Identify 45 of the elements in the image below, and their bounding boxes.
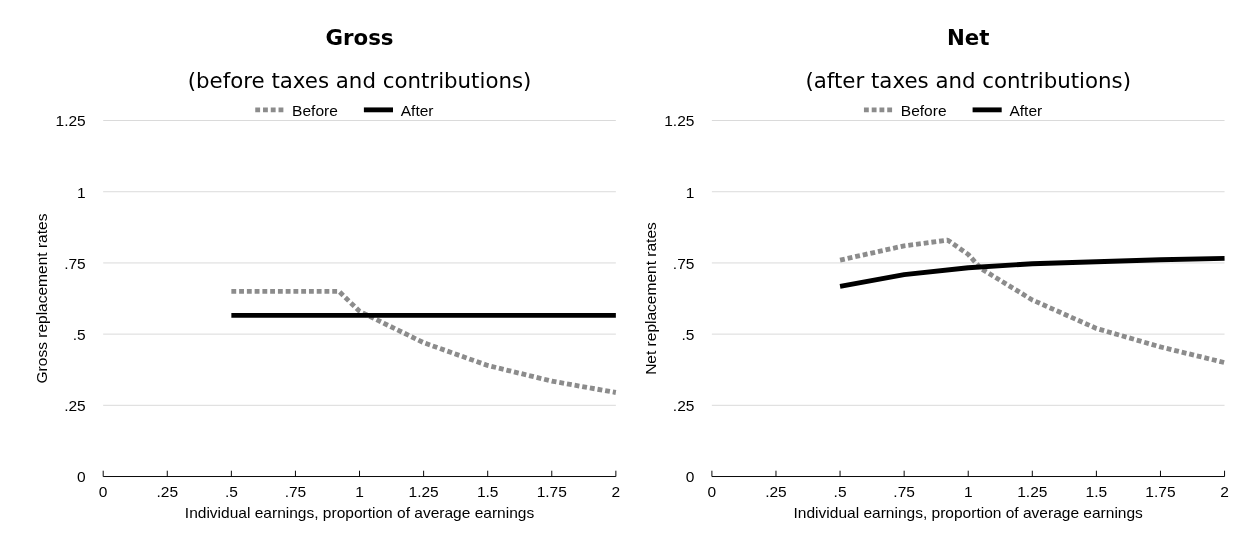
y-tick-label: .5	[72, 325, 86, 343]
chart-title: Net	[946, 24, 990, 50]
x-tick-label: .75	[284, 482, 307, 500]
x-tick-label: 2	[1220, 482, 1229, 500]
legend-label: After	[400, 101, 434, 119]
y-tick-label: 1	[77, 183, 86, 201]
x-tick-label: 0	[98, 482, 108, 500]
chart-subtitle: (before taxes and contributions)	[187, 67, 532, 93]
x-tick-label: 1.25	[408, 482, 439, 500]
legend-label: Before	[292, 101, 338, 119]
x-axis-title: Individual earnings, proportion of average earnings	[184, 504, 535, 522]
x-axis-title: Individual earnings, proportion of average earnings	[793, 504, 1144, 522]
x-tick-label: 1.75	[1145, 482, 1176, 500]
legend-label: Before	[900, 101, 947, 119]
x-tick-label: 1.25	[1017, 482, 1048, 500]
y-tick-label: .25	[64, 397, 86, 415]
x-tick-label: 1.5	[1085, 482, 1108, 500]
x-tick-label: .75	[893, 482, 915, 500]
chart-subtitle: (after taxes and contributions)	[805, 67, 1132, 93]
line-series	[228, 288, 619, 395]
chart-title: Gross	[325, 24, 394, 50]
x-tick-label: 1.5	[476, 482, 499, 500]
x-tick-label: .5	[833, 482, 847, 500]
y-tick-label: 0	[77, 468, 87, 486]
line-series	[837, 255, 1227, 289]
y-tick-label: .5	[681, 325, 695, 343]
legend-label: After	[1009, 101, 1043, 119]
y-tick-label: .75	[64, 254, 86, 272]
x-tick-label: 2	[611, 482, 621, 500]
x-tick-label: 1.75	[536, 482, 567, 500]
line-series	[837, 237, 1227, 366]
y-axis-title: Net replacement rates	[641, 221, 659, 375]
x-tick-label: .25	[765, 482, 787, 500]
x-tick-label: .5	[224, 482, 238, 500]
y-tick-label: 0	[685, 468, 695, 486]
x-tick-label: 1	[963, 482, 973, 500]
y-tick-label: 1.25	[55, 112, 86, 130]
y-axis-title: Gross replacement rates	[32, 213, 50, 384]
x-tick-label: 0	[707, 482, 717, 500]
x-tick-label: 1	[355, 482, 364, 500]
y-tick-label: .75	[672, 254, 695, 272]
x-tick-label: .25	[156, 482, 179, 500]
y-tick-label: 1	[685, 183, 695, 201]
y-tick-label: .25	[672, 397, 695, 415]
y-tick-label: 1.25	[664, 112, 695, 130]
